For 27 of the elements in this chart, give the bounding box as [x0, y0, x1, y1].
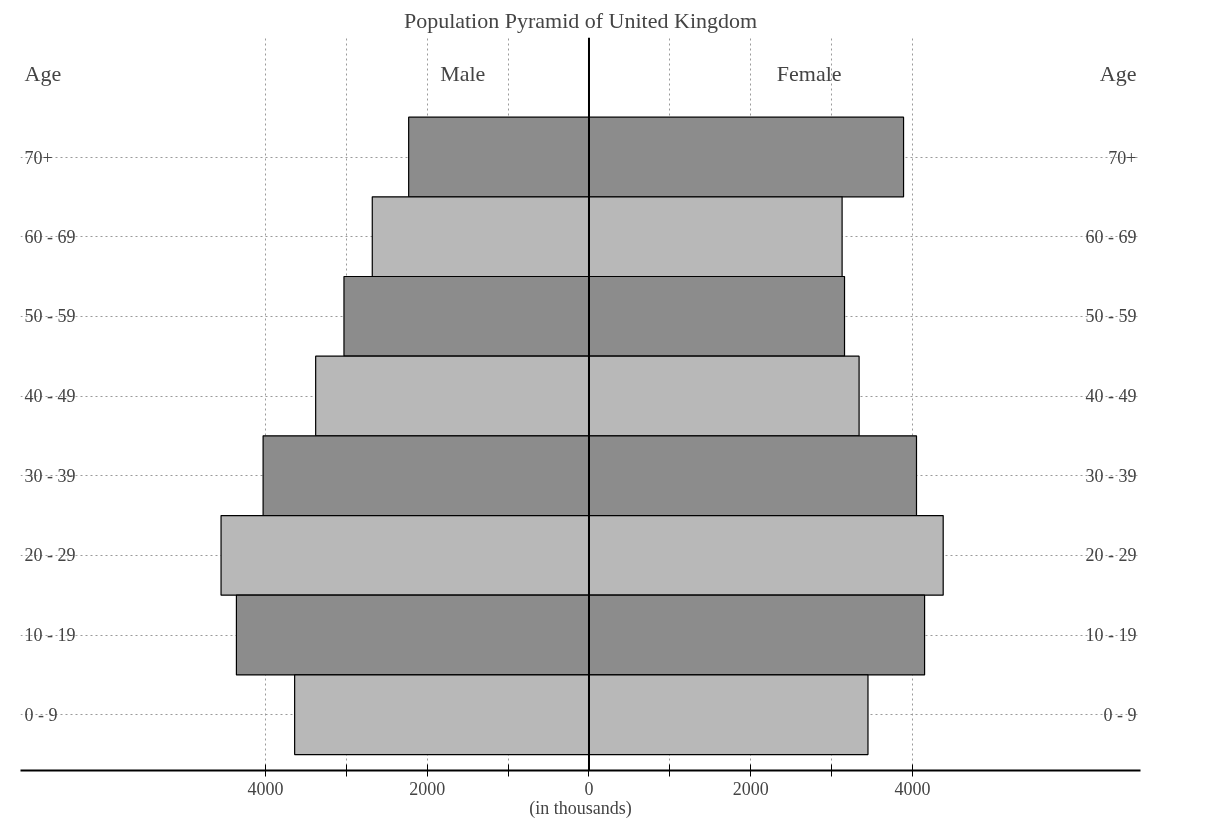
y-tick-label: 50 - 59	[24, 306, 76, 327]
y2-axis-title: Age	[1099, 60, 1137, 86]
category-label: 70+	[1108, 147, 1137, 168]
y-tick-label: 20 - 29	[24, 545, 76, 566]
y-tick-label: 0 - 9	[24, 704, 58, 725]
y-axis-title: Age	[24, 60, 62, 86]
category-label: 30 - 39	[1085, 465, 1137, 486]
x-tick-label: 4000	[247, 778, 284, 799]
series-label: Male	[440, 60, 486, 86]
x-tick-label: 2000	[409, 778, 446, 799]
x-tick-label: 2000	[732, 778, 769, 799]
category-label: 10 - 19	[1085, 625, 1137, 646]
x-axis-title: (in thousands)	[529, 797, 632, 819]
category-label: 60 - 69	[1085, 226, 1137, 247]
x-tick-label: 0	[584, 778, 594, 799]
y-tick-label: 40 - 49	[24, 386, 76, 407]
y-tick-label: 70+	[24, 147, 53, 168]
x-tick-label: 4000	[894, 778, 931, 799]
category-label: 50 - 59	[1085, 306, 1137, 327]
category-label: 40 - 49	[1085, 386, 1137, 407]
chart-title: Population Pyramid of United Kingdom	[403, 7, 758, 33]
category-label: 0 - 9	[1103, 704, 1137, 725]
y-tick-label: 30 - 39	[24, 465, 76, 486]
y-tick-label: 60 - 69	[24, 226, 76, 247]
series-label: Female	[776, 60, 842, 86]
category-label: 20 - 29	[1085, 545, 1137, 566]
y-tick-label: 10 - 19	[24, 625, 76, 646]
